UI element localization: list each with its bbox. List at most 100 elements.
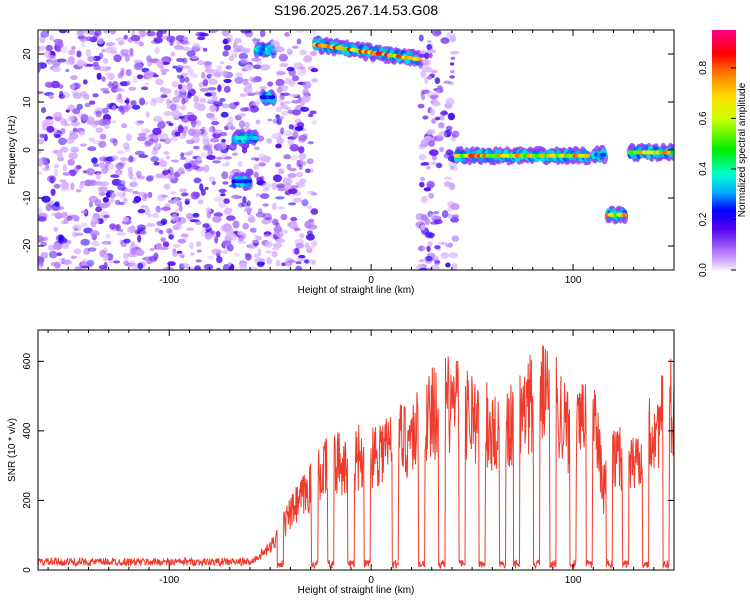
heatmap-cell xyxy=(295,261,302,265)
heatmap-cell xyxy=(113,54,122,63)
heatmap-cell xyxy=(132,104,141,110)
heatmap-cell xyxy=(88,30,96,35)
heatmap-cell xyxy=(86,120,95,126)
heatmap-cell xyxy=(76,50,82,58)
heatmap-cell xyxy=(53,133,61,139)
heatmap-cell xyxy=(136,135,147,142)
heatmap-cell xyxy=(231,145,237,151)
heatmap-cell xyxy=(126,226,136,234)
heatmap-cell xyxy=(73,248,82,255)
heatmap-cell xyxy=(146,30,156,37)
heatmap-cell xyxy=(419,143,429,148)
heatmap-cell xyxy=(115,170,121,176)
heatmap-cell xyxy=(79,183,84,190)
heatmap-cell xyxy=(132,199,140,204)
heatmap-cell xyxy=(135,170,142,178)
snr-frame xyxy=(37,329,675,571)
heatmap-cell xyxy=(119,195,125,199)
heatmap-cell xyxy=(45,164,50,170)
heatmap-cell xyxy=(221,138,226,143)
heatmap-cell xyxy=(231,52,238,59)
heatmap-cell xyxy=(418,34,424,42)
heatmap-cell xyxy=(165,98,171,106)
heatmap-cell xyxy=(450,56,456,60)
heatmap-cell xyxy=(56,58,67,63)
heatmap-cell xyxy=(287,138,295,146)
heatmap-cell xyxy=(122,142,130,150)
heatmap-cell xyxy=(234,76,244,84)
heatmap-cell xyxy=(51,66,62,73)
heatmap-cell xyxy=(245,253,252,261)
heatmap-cell xyxy=(213,249,223,255)
heatmap-cell xyxy=(166,174,176,180)
heatmap-cell xyxy=(144,140,154,146)
heatmap-cell xyxy=(448,162,457,167)
heatmap-cell xyxy=(50,188,56,196)
heatmap-cell xyxy=(438,131,448,139)
heatmap-cell xyxy=(294,247,300,255)
heatmap-cell xyxy=(71,169,76,177)
heatmap-cell xyxy=(59,90,64,97)
y-tick-label: 400 xyxy=(22,422,33,439)
heatmap-cell xyxy=(449,75,455,79)
heatmap-cell xyxy=(146,174,155,180)
heatmap-cell xyxy=(240,30,251,34)
heatmap-cell xyxy=(202,138,210,146)
heatmap-cell xyxy=(38,216,47,221)
heatmap-cell xyxy=(431,118,437,124)
heatmap-cell xyxy=(132,190,139,195)
heatmap-cell xyxy=(180,192,189,197)
heatmap-cell xyxy=(178,205,183,212)
heatmap-cell xyxy=(39,133,46,138)
heatmap-cell xyxy=(96,37,105,45)
heatmap-cell xyxy=(193,177,202,184)
heatmap-cell xyxy=(160,120,165,127)
heatmap-cell xyxy=(283,154,291,160)
heatmap-cell xyxy=(435,162,443,169)
heatmap-cell xyxy=(276,118,282,125)
heatmap-cell xyxy=(300,100,306,106)
heatmap-cell xyxy=(208,30,219,34)
heatmap-cell xyxy=(150,99,157,107)
heatmap-cell xyxy=(233,252,240,257)
heatmap-cell xyxy=(434,245,441,250)
heatmap-cell xyxy=(292,45,299,49)
heatmap-cell xyxy=(276,183,286,189)
y-tick-label: 600 xyxy=(22,353,33,370)
heatmap-cell xyxy=(165,155,170,160)
heatmap-cell xyxy=(275,106,282,112)
heatmap-cell xyxy=(159,246,170,251)
heatmap-cell xyxy=(443,181,452,187)
heatmap-cell xyxy=(225,65,232,70)
heatmap-cell xyxy=(127,252,138,258)
heatmap-cell xyxy=(277,206,286,210)
heatmap-cell xyxy=(419,267,429,270)
heatmap-cell xyxy=(219,98,226,102)
heatmap-cell xyxy=(151,148,159,156)
heatmap-cell xyxy=(82,79,88,85)
heatmap-cell xyxy=(216,267,221,270)
heatmap-feature xyxy=(604,205,629,225)
heatmap-cell xyxy=(307,113,314,118)
heatmap-cell xyxy=(271,182,278,190)
heatmap-cell xyxy=(115,37,125,42)
heatmap-cell xyxy=(310,192,318,196)
heatmap-cell xyxy=(232,42,238,50)
heatmap-cell xyxy=(220,83,226,88)
heatmap-cell xyxy=(180,105,187,111)
heatmap-cell xyxy=(74,266,83,270)
heatmap-cell xyxy=(112,88,122,92)
heatmap-cell xyxy=(275,143,282,149)
heatmap-cell xyxy=(418,62,424,70)
heatmap-cell xyxy=(76,30,85,36)
heatmap-cell xyxy=(190,191,200,200)
heatmap-cell xyxy=(258,162,267,167)
heatmap-cell xyxy=(433,211,440,215)
heatmap-cell xyxy=(307,141,314,145)
heatmap-cell xyxy=(450,217,460,223)
heatmap-cell xyxy=(287,109,296,114)
heatmap-cell xyxy=(220,153,229,158)
heatmap-cell xyxy=(93,163,100,167)
heatmap-cell xyxy=(71,83,77,89)
heatmap-cell xyxy=(115,87,126,93)
